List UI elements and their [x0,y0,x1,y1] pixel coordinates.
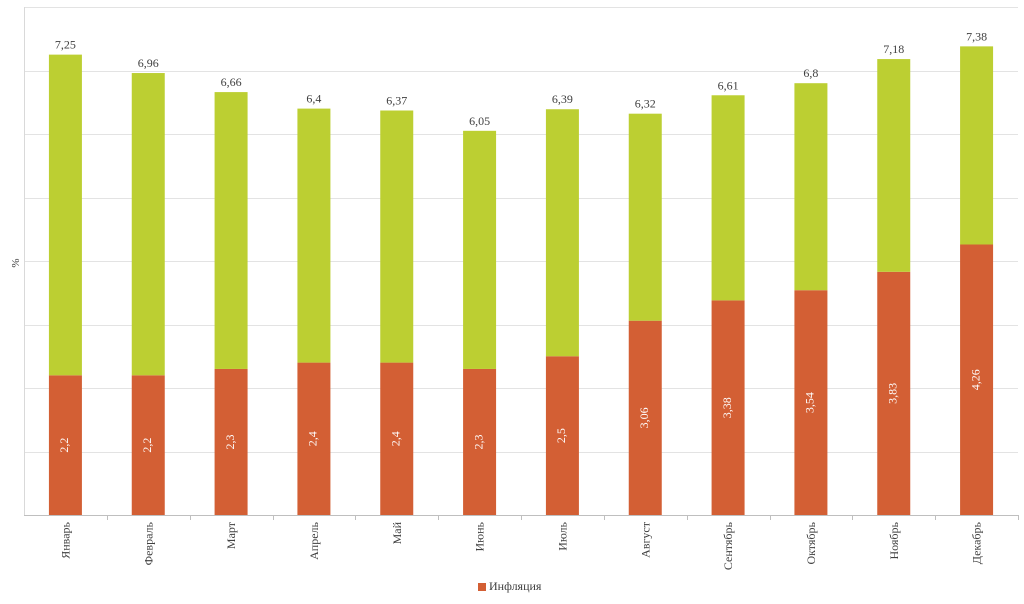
bar-top-segment [48,54,82,376]
data-label-inflation: 3,83 [886,383,900,404]
data-label-total: 6,32 [635,97,656,111]
bar-top-segment [463,130,497,369]
x-tick-label: Сентябрь [721,521,735,570]
x-tick-label: Апрель [307,521,321,559]
legend-swatch-inflation [478,582,486,591]
data-label-inflation: 3,06 [637,407,651,428]
bar-top-segment [877,59,911,272]
legend-label-inflation: Инфляция [489,579,542,593]
bar-inflation [297,362,331,515]
bar-top-segment [214,92,248,369]
data-label-inflation: 2,2 [140,438,154,453]
data-label-inflation: 4,26 [968,369,982,390]
data-label-inflation: 2,4 [389,431,403,446]
data-label-total: 6,39 [552,92,573,106]
bar-inflation [711,300,745,515]
bar-top-segment [628,113,662,321]
data-labels: 2,2 7,25 2,2 6,96 2,3 6,66 2,4 6,4 2,4 6,37 2,3 6,0… [55,29,987,452]
x-tick-label: Март [224,521,238,549]
data-label-total: 6,96 [138,56,159,70]
data-label-total: 7,25 [55,38,76,52]
x-tick-label: Август [638,521,652,558]
bar-inflation [960,244,994,516]
data-label-inflation: 3,54 [803,392,817,413]
data-label-total: 6,37 [386,94,407,108]
bar-inflation [463,368,497,515]
bar-inflation [214,368,248,515]
bar-top-segment [545,109,579,357]
x-tick-label: Июль [555,521,569,550]
x-tick-label: Май [390,521,404,544]
data-label-total: 6,66 [221,75,242,89]
y-axis-label: % [10,258,22,267]
bar-top-segment [794,83,828,291]
bar-inflation [48,375,82,515]
x-tick-label: Декабрь [970,521,984,564]
bar-top-segment [380,110,414,363]
bars [48,46,994,516]
x-tick-label: Февраль [141,521,155,565]
data-label-inflation: 3,38 [720,397,734,418]
data-label-total: 7,18 [883,42,904,56]
legend: Инфляция [478,579,541,594]
bar-top-segment [131,73,165,376]
x-tick-label: Ноябрь [887,521,901,559]
data-label-total: 6,4 [306,92,321,106]
bar-inflation [545,356,579,515]
data-label-total: 6,61 [718,78,739,92]
bar-inflation [794,290,828,515]
bar-inflation [380,362,414,515]
bar-inflation [131,375,165,515]
bar-top-segment [960,46,994,245]
data-label-total: 6,8 [803,66,818,80]
data-label-total: 7,38 [966,29,987,43]
gridlines [24,7,1018,453]
x-tick-label: Январь [58,521,72,558]
data-label-inflation: 2,5 [554,428,568,443]
bar-top-segment [711,95,745,301]
axes: Январь Февраль Март Апрель Май Июнь Июль Август… [24,7,1019,570]
data-label-total: 6,05 [469,114,490,128]
data-label-inflation: 2,3 [471,434,485,449]
data-label-inflation: 2,3 [223,434,237,449]
data-label-inflation: 2,2 [57,438,71,453]
bar-top-segment [297,108,331,363]
data-label-inflation: 2,4 [306,431,320,446]
bar-inflation [628,320,662,515]
x-tick-label: Июнь [473,521,487,551]
bar-inflation [877,271,911,515]
x-tick-label: Октябрь [804,521,818,564]
